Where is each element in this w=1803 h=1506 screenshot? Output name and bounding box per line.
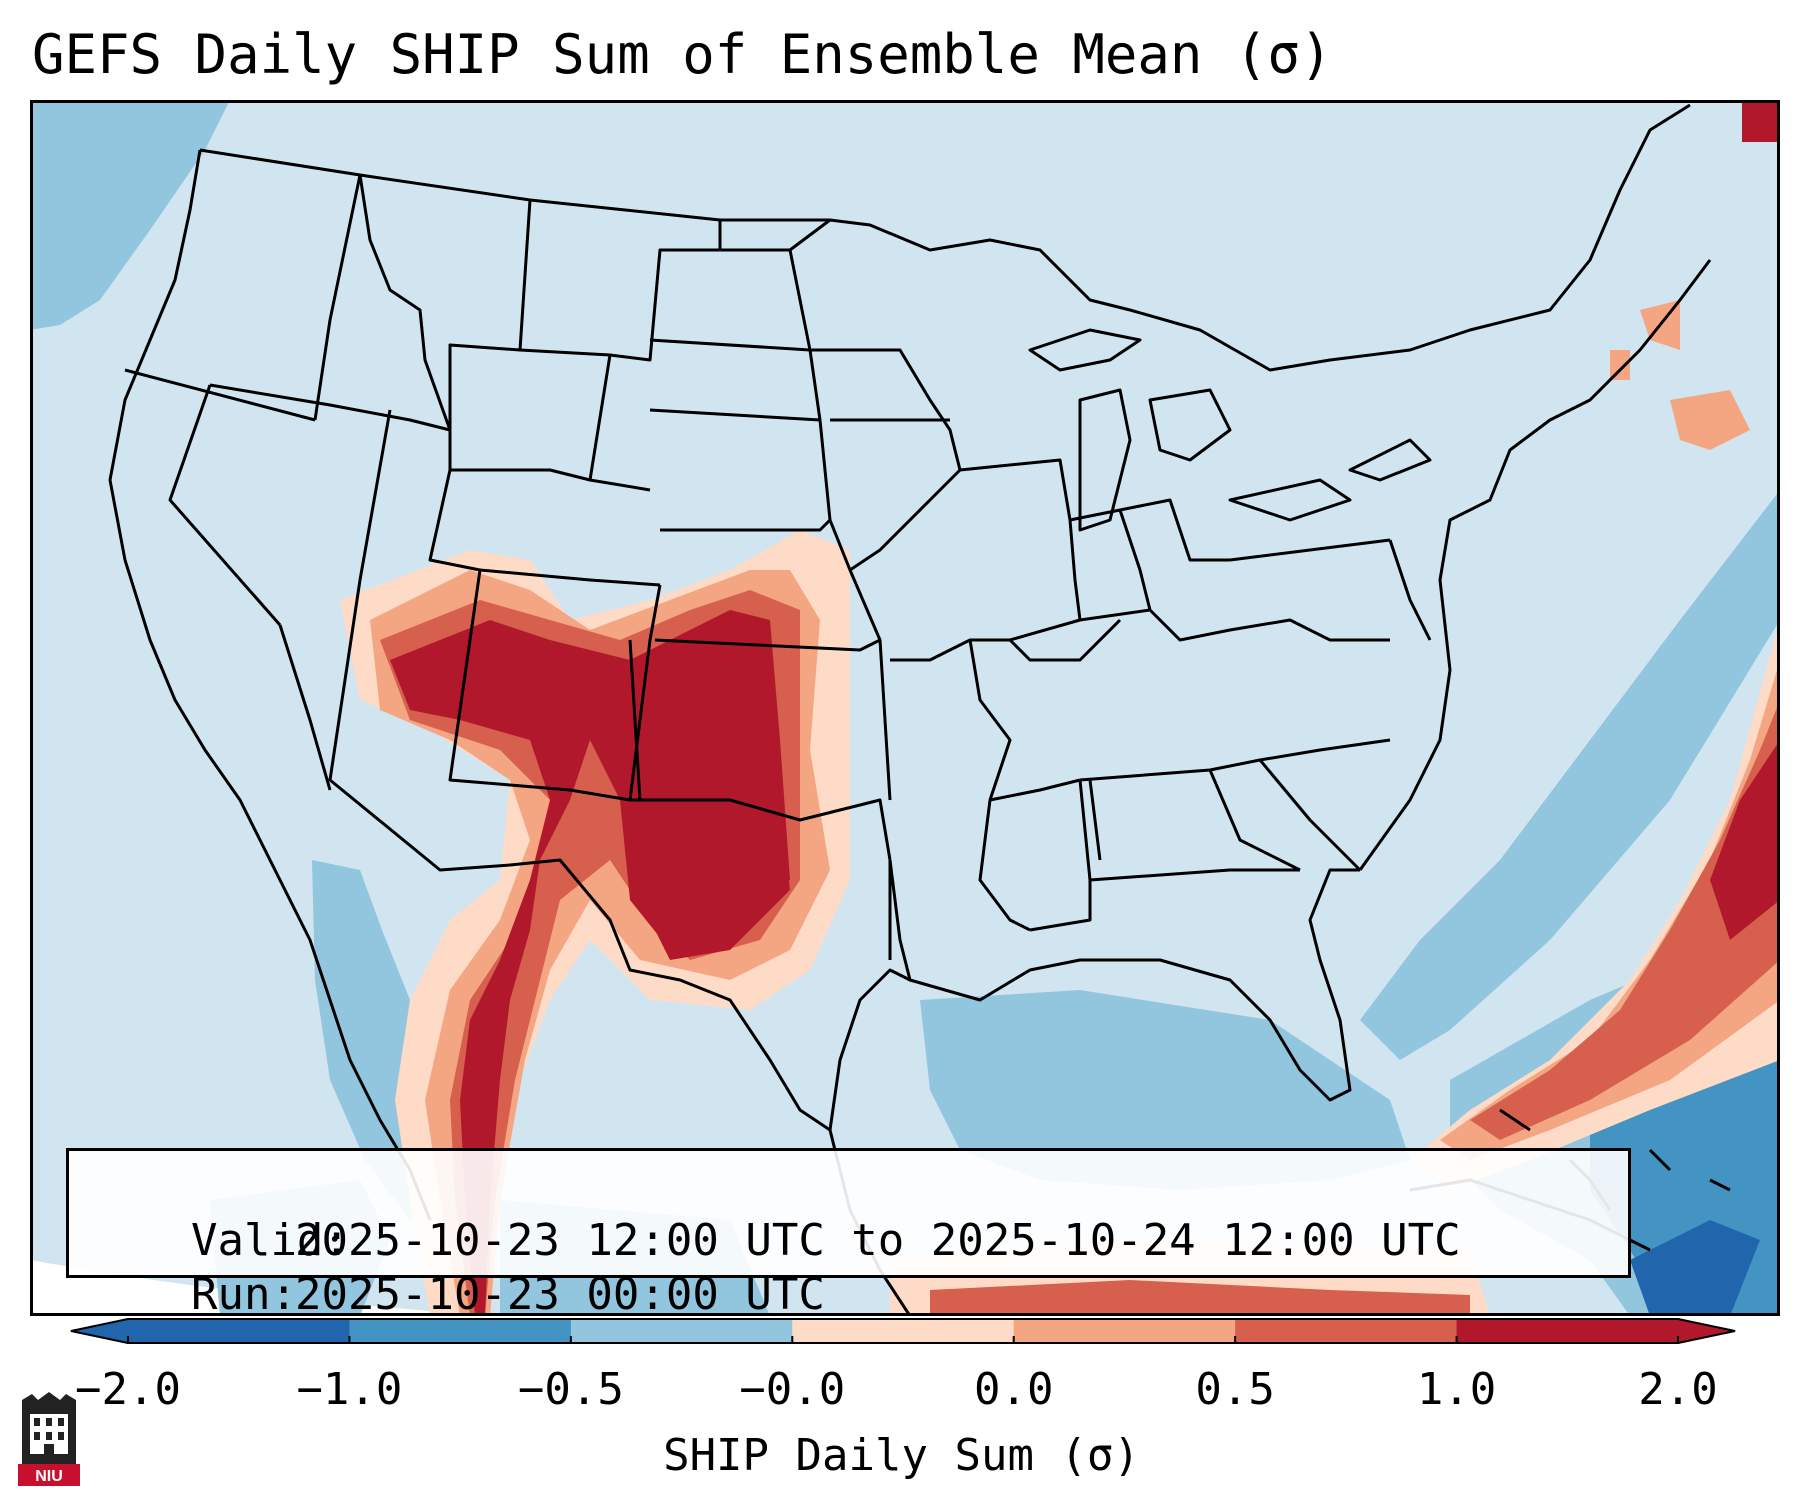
run-value: 2025-10-23 00:00 UTC	[295, 1269, 825, 1320]
logo-text: NIU	[35, 1468, 63, 1485]
field-caribbean-darkestblue	[1630, 1220, 1760, 1316]
colorbar-extend-low	[70, 1318, 128, 1344]
map-frame	[30, 100, 1780, 1316]
valid-line: Valid: 2025-10-23 12:00 UTC to 2025-10-24…	[85, 1163, 1461, 1319]
colorbar-tick-label: −0.0	[739, 1364, 846, 1415]
colorbar-segment	[349, 1318, 572, 1344]
colorbar-tick-label: −2.0	[75, 1364, 181, 1415]
outside-domain	[30, 1260, 490, 1316]
colorbar-tick-label: 0.0	[973, 1364, 1054, 1415]
colorbar-segment	[1456, 1318, 1679, 1344]
colorbar-tick-label: 0.5	[1195, 1364, 1275, 1415]
colorbar-extend-high	[1678, 1318, 1736, 1344]
colorbar-segment	[792, 1318, 1015, 1344]
colorbar-segment	[1235, 1318, 1458, 1344]
valid-run-box: Valid: 2025-10-23 12:00 UTC to 2025-10-24…	[66, 1148, 1631, 1320]
run-line: Run: 2025-10-23 00:00 UTC	[85, 1217, 825, 1373]
colorbar-segment	[1013, 1318, 1236, 1344]
field-southwest-darkred	[390, 610, 790, 1316]
field-pacific	[30, 100, 230, 330]
niu-logo: NIU	[18, 1392, 80, 1486]
colorbar-label: SHIP Daily Sum (σ)	[663, 1430, 1140, 1481]
run-label: Run:	[190, 1269, 297, 1320]
field-gulf-mexico	[920, 990, 1410, 1190]
field-atlantic-red	[1470, 700, 1780, 1140]
colorbar-segment	[128, 1318, 350, 1344]
ship-map	[30, 100, 1780, 1316]
valid-value: 2025-10-23 12:00 UTC to 2025-10-24 12:00…	[295, 1215, 1461, 1266]
valid-label: Valid:	[190, 1215, 350, 1266]
colorbar-tick-label: −0.5	[517, 1364, 624, 1415]
field-caribbean-red	[930, 1280, 1470, 1316]
colorbar	[70, 1318, 1736, 1344]
field-ne-corner	[1742, 100, 1780, 142]
state-boundaries	[108, 103, 1731, 1316]
colorbar-segment	[570, 1318, 793, 1344]
field-atlantic-darkred	[1710, 740, 1780, 940]
map-title: GEFS Daily SHIP Sum of Ensemble Mean (σ)	[32, 23, 1333, 86]
colorbar-tick-label: 2.0	[1638, 1364, 1718, 1415]
colorbar-tick-label: 1.0	[1416, 1364, 1497, 1415]
colorbar-tick-label: −1.0	[296, 1364, 403, 1415]
